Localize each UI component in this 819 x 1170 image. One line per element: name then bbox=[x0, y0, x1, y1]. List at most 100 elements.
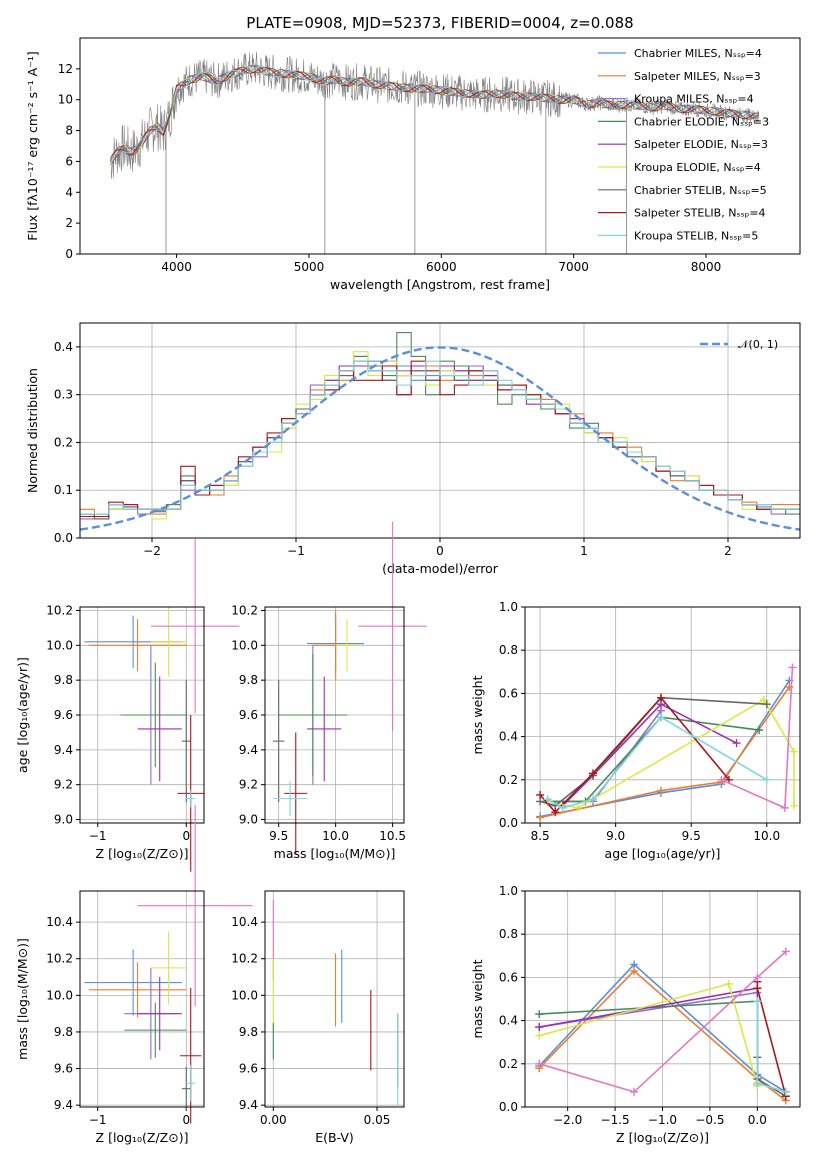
y-tick-label: 0.6 bbox=[499, 970, 518, 984]
x-tick-label: 0.00 bbox=[260, 1113, 287, 1127]
y-tick-label: 9.8 bbox=[54, 673, 73, 687]
x-tick-label: −1.5 bbox=[601, 1113, 630, 1127]
legend-entry: Chabrier MILES, Nₛₛₚ=4 bbox=[634, 47, 762, 60]
weight-marker bbox=[656, 693, 665, 702]
z_weight-ylabel: mass weight bbox=[470, 959, 485, 1038]
residuals-plot bbox=[79, 332, 801, 531]
ebv_mass-xlabel: E(B-V) bbox=[315, 1130, 354, 1145]
weight-line bbox=[562, 703, 737, 807]
x-tick-label: 0 bbox=[182, 1113, 190, 1127]
y-tick-label: 10.0 bbox=[46, 638, 73, 652]
weight-marker bbox=[630, 966, 639, 975]
mass_age-xlabel: mass [log₁₀(M/M⊙)] bbox=[274, 846, 396, 861]
y-tick-label: 0.2 bbox=[499, 1057, 518, 1071]
y-tick-label: 0.1 bbox=[54, 483, 73, 497]
weight-marker bbox=[551, 808, 560, 817]
residual-histogram bbox=[80, 360, 800, 515]
weight-marker bbox=[656, 713, 665, 722]
y-tick-label: 1.0 bbox=[499, 600, 518, 614]
z_mass-xlabel: Z [log₁₀(Z/Z⊙)] bbox=[96, 1130, 189, 1145]
weight-marker bbox=[656, 786, 665, 795]
x-tick-label: 5000 bbox=[294, 260, 325, 274]
x-tick-label: −1 bbox=[287, 544, 305, 558]
z_mass-axes: −1 0 9.4 9.6 9.8 10.0 10.2 10.4 bbox=[46, 891, 204, 1127]
x-tick-label: 0.0 bbox=[748, 1113, 767, 1127]
y-tick-label: 9.4 bbox=[54, 1098, 73, 1112]
legend-entry: Chabrier ELODIE, Nₛₛₚ=3 bbox=[634, 115, 769, 128]
weight-marker bbox=[762, 700, 771, 709]
x-tick-label: 1 bbox=[580, 544, 588, 558]
spectrum-model-line bbox=[109, 65, 760, 165]
age_weight-axes: 8.5 9.0 9.5 10.0 0.0 0.2 0.4 0.6 0.8 1.0 bbox=[499, 600, 800, 843]
weight-line bbox=[538, 950, 787, 1093]
y-tick-label: 0.2 bbox=[54, 435, 73, 449]
spectrum-model-line bbox=[110, 65, 760, 166]
z_weight-frame bbox=[524, 890, 801, 1108]
z_age-axes: −1 0 9.0 9.2 9.4 9.6 9.8 10.0 10.2 bbox=[46, 603, 204, 843]
y-tick-label: 9.2 bbox=[239, 778, 258, 792]
weight-marker bbox=[535, 1023, 544, 1032]
x-tick-label: 0.05 bbox=[364, 1113, 391, 1127]
y-tick-label: 9.6 bbox=[54, 1062, 73, 1076]
y-tick-label: 10.0 bbox=[231, 638, 258, 652]
z_age-xlabel: Z [log₁₀(Z/Z⊙)] bbox=[96, 846, 189, 861]
y-tick-label: 4 bbox=[65, 185, 73, 199]
y-tick-label: 6 bbox=[65, 154, 73, 168]
x-tick-label: 0 bbox=[182, 829, 190, 843]
ebv_mass-frame bbox=[264, 890, 405, 1108]
weight-marker bbox=[630, 1087, 639, 1096]
mass_age-plot bbox=[272, 521, 427, 855]
y-tick-label: 9.6 bbox=[54, 708, 73, 722]
weight-marker bbox=[753, 1079, 762, 1088]
mass_age-frame bbox=[264, 606, 405, 824]
spectrum-title: PLATE=0908, MJD=52373, FIBERID=0004, z=0… bbox=[246, 14, 633, 32]
y-tick-label: 10.0 bbox=[231, 988, 258, 1002]
x-tick-label: −1.0 bbox=[648, 1113, 677, 1127]
weight-marker bbox=[588, 769, 597, 778]
y-tick-label: 0.4 bbox=[54, 340, 73, 354]
x-tick-label: 4000 bbox=[161, 260, 192, 274]
x-tick-label: −2 bbox=[143, 544, 161, 558]
legend-entry: Salpeter ELODIE, Nₛₛₚ=3 bbox=[634, 138, 768, 151]
y-tick-label: 10.2 bbox=[46, 952, 73, 966]
y-tick-label: 8 bbox=[65, 124, 73, 138]
y-tick-label: 9.8 bbox=[239, 1025, 258, 1039]
weight-marker bbox=[781, 1087, 790, 1096]
y-tick-label: 1.0 bbox=[499, 884, 518, 898]
x-tick-label: 8.5 bbox=[531, 829, 550, 843]
weight-marker bbox=[588, 795, 597, 804]
y-tick-label: 9.8 bbox=[54, 1025, 73, 1039]
legend-entry: Kroupa MILES, Nₛₛₚ=4 bbox=[634, 93, 754, 106]
y-tick-label: 0.8 bbox=[499, 927, 518, 941]
z_weight-xlabel: Z [log₁₀(Z/Z⊙)] bbox=[616, 1130, 709, 1145]
x-tick-label: −1 bbox=[89, 829, 107, 843]
z_mass-frame bbox=[79, 890, 205, 1108]
z_age-frame bbox=[79, 606, 205, 824]
y-tick-label: 0.3 bbox=[54, 388, 73, 402]
x-tick-label: 2 bbox=[724, 544, 732, 558]
y-tick-label: 2 bbox=[65, 216, 73, 230]
age_weight-xlabel: age [log₁₀(age/yr)] bbox=[605, 846, 721, 861]
x-tick-label: −1 bbox=[89, 1113, 107, 1127]
weight-marker bbox=[536, 813, 545, 822]
x-tick-label: 9.0 bbox=[606, 829, 625, 843]
weight-marker bbox=[573, 803, 582, 812]
y-tick-label: 9.8 bbox=[239, 673, 258, 687]
y-tick-label: 10.2 bbox=[231, 952, 258, 966]
y-tick-label: 9.4 bbox=[239, 1098, 258, 1112]
y-tick-label: 9.6 bbox=[239, 708, 258, 722]
y-tick-label: 10.4 bbox=[46, 915, 73, 929]
x-tick-label: 0 bbox=[436, 544, 444, 558]
age_weight-frame bbox=[524, 606, 801, 824]
x-tick-label: −0.5 bbox=[695, 1113, 724, 1127]
legend-entry: Kroupa STELIB, Nₛₛₚ=5 bbox=[634, 229, 758, 242]
x-tick-label: 10.0 bbox=[753, 829, 780, 843]
age_weight-plot bbox=[536, 663, 798, 822]
y-tick-label: 0 bbox=[65, 247, 73, 261]
normal-curve bbox=[79, 346, 801, 531]
x-tick-label: −2.0 bbox=[553, 1113, 582, 1127]
spectrum-model-line bbox=[110, 65, 760, 159]
weight-marker bbox=[753, 973, 762, 982]
weight-marker bbox=[762, 775, 771, 784]
